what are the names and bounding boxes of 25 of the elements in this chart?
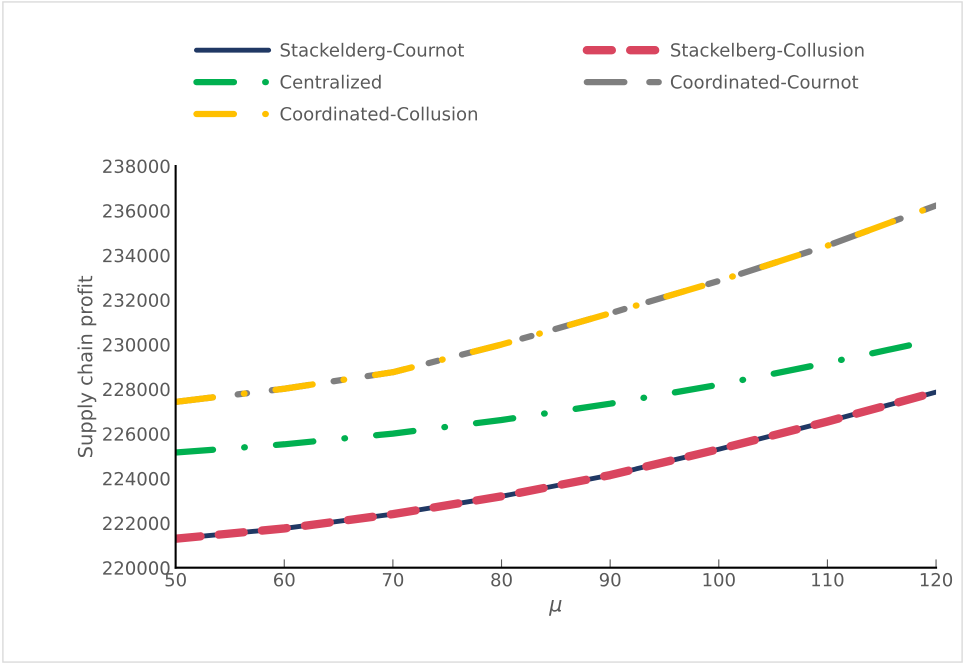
x-tick-label: 100 (704, 572, 735, 587)
legend-label: Stackelberg-Collusion (671, 42, 864, 60)
y-tick-label: 232000 (103, 293, 170, 308)
y-tick-label: 224000 (103, 472, 170, 486)
x-tick-label: 120 (920, 572, 952, 587)
y-axis-title: Supply chain profit (77, 276, 96, 458)
x-tick-label: 90 (600, 572, 620, 587)
legend-label: Centralized (280, 74, 381, 89)
legend-label: Coordinated-Collusion (280, 106, 477, 121)
y-tick-label: 236000 (103, 204, 170, 218)
x-tick-label: 50 (166, 572, 186, 587)
x-tick-label: 110 (812, 572, 844, 587)
y-tick-label: 234000 (103, 248, 170, 262)
legend-label: Coordinated-Cournot (670, 74, 858, 89)
legend-label: Stackelderg-Cournot (280, 42, 464, 60)
y-tick-label: 228000 (103, 382, 170, 396)
y-tick-label: 230000 (103, 338, 170, 352)
y-tick-label: 238000 (103, 159, 170, 174)
y-tick-label: 222000 (103, 516, 170, 530)
y-tick-label: 226000 (103, 427, 170, 441)
x-axis-title: μ (548, 600, 562, 616)
x-tick-label: 70 (382, 572, 404, 587)
x-tick-label: 60 (274, 572, 295, 587)
y-tick-label: 220000 (103, 561, 170, 575)
x-tick-label: 80 (491, 572, 512, 587)
